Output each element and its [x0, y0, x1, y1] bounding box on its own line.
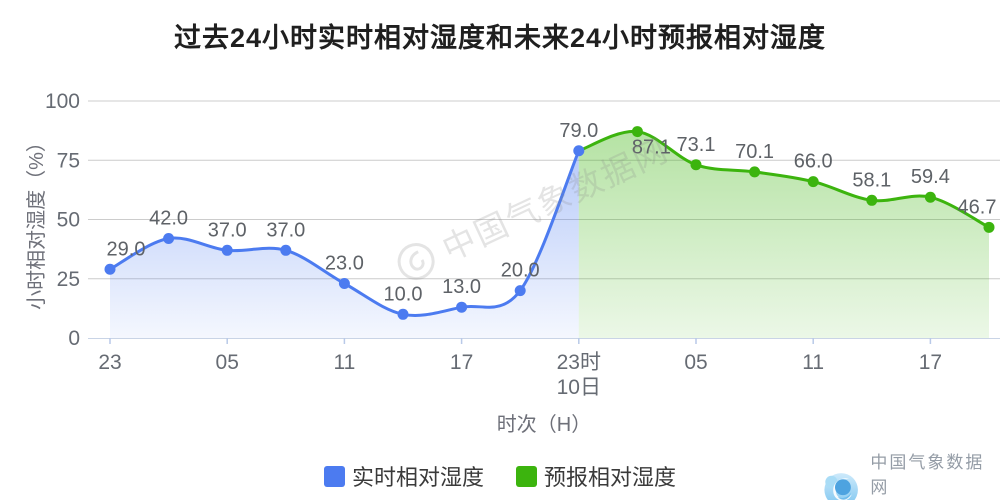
- data-point: [924, 191, 936, 203]
- x-tick-label: 17: [450, 351, 473, 374]
- data-point: [338, 277, 350, 289]
- legend-item-realtime[interactable]: 实时相对湿度: [323, 460, 484, 492]
- y-tick-label: 75: [57, 149, 80, 172]
- data-label: 37.0: [266, 219, 305, 241]
- data-label: 66.0: [794, 151, 833, 173]
- legend-swatch-realtime: [323, 465, 345, 487]
- data-point: [280, 244, 292, 256]
- series-area-1: [578, 131, 989, 338]
- chart-legend: 实时相对湿度 预报相对湿度: [0, 460, 1000, 492]
- data-point: [573, 145, 585, 157]
- y-tick-label: 100: [45, 90, 80, 113]
- data-label: 29.0: [107, 238, 146, 260]
- y-tick-label: 25: [57, 268, 80, 291]
- data-label: 20.0: [501, 260, 540, 282]
- cma-logo: 中国气象数据网 data.cma.cn 权威 · 开放 · 共赢: [820, 448, 1000, 500]
- data-point: [397, 308, 409, 320]
- data-label: 58.1: [852, 169, 891, 191]
- legend-item-forecast[interactable]: 预报相对湿度: [516, 460, 676, 492]
- data-label: 59.4: [911, 166, 950, 188]
- x-tick-sublabel: 10日: [557, 376, 601, 399]
- legend-swatch-forecast: [516, 465, 537, 487]
- series-area-0: [110, 150, 579, 338]
- data-point: [807, 176, 819, 188]
- x-tick-label: 05: [216, 351, 239, 374]
- data-point: [514, 285, 526, 297]
- data-label: 23.0: [325, 252, 364, 274]
- data-point: [690, 159, 702, 171]
- legend-label-realtime: 实时相对湿度: [351, 465, 484, 490]
- x-tick-label: 23: [98, 351, 121, 374]
- data-label: 42.0: [149, 207, 188, 229]
- x-tick-label: 11: [333, 351, 355, 374]
- data-label: 70.1: [735, 141, 774, 163]
- x-tick-label: 23时: [557, 351, 601, 374]
- data-label: 73.1: [677, 134, 716, 156]
- data-point: [104, 263, 116, 275]
- data-label: 46.7: [958, 196, 997, 218]
- data-label: 37.0: [208, 219, 247, 241]
- data-label: 13.0: [442, 276, 481, 298]
- data-point: [221, 244, 233, 256]
- x-tick-label: 05: [684, 351, 707, 374]
- data-label: 87.1: [632, 137, 671, 159]
- data-point: [866, 194, 878, 206]
- y-tick-label: 0: [68, 327, 80, 350]
- data-label: 79.0: [559, 120, 598, 142]
- y-tick-label: 50: [57, 209, 80, 232]
- data-point: [631, 126, 643, 138]
- data-point: [163, 232, 175, 244]
- data-label: 10.0: [384, 283, 423, 305]
- legend-label-forecast: 预报相对湿度: [544, 465, 677, 490]
- chart-title: 过去24小时实时相对湿度和未来24小时预报相对湿度: [173, 23, 827, 53]
- data-point: [456, 301, 468, 313]
- x-tick-label: 11: [802, 351, 824, 374]
- cma-logo-icon: [824, 473, 858, 500]
- data-point: [749, 166, 761, 178]
- x-tick-label: 17: [919, 351, 942, 374]
- cma-logo-name: 中国气象数据网: [870, 453, 985, 497]
- x-axis-label: 时次（H）: [496, 414, 592, 436]
- data-point: [983, 221, 995, 233]
